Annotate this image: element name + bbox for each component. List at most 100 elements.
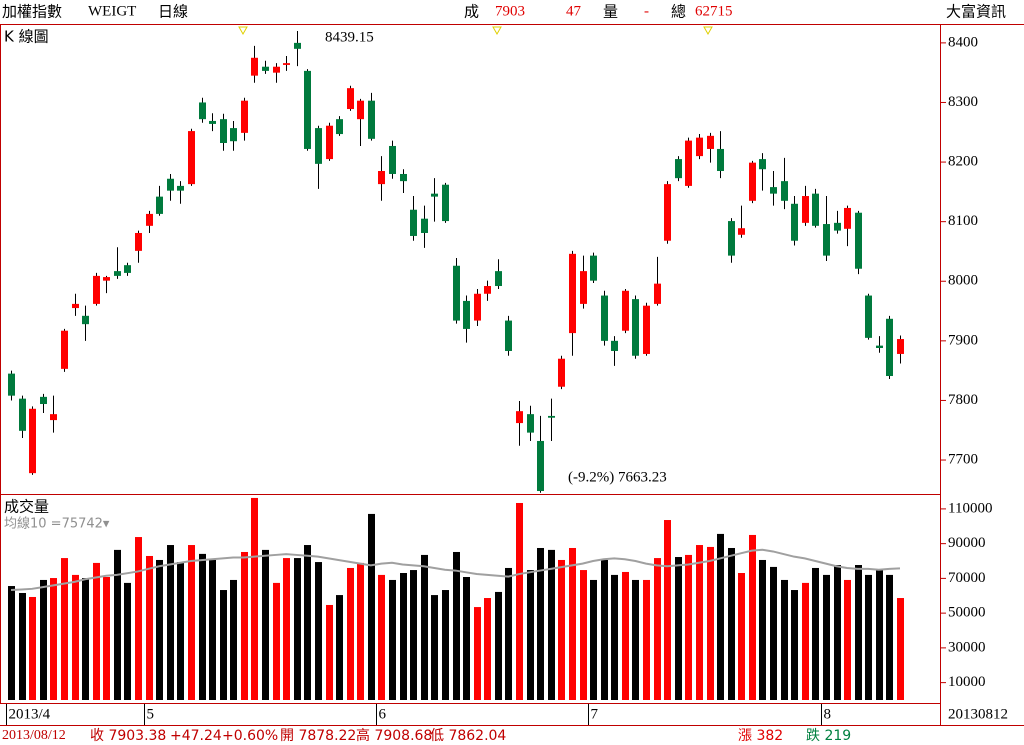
volume-title: 成交量 [4, 498, 49, 516]
candle-body [177, 185, 184, 191]
candle-body [400, 173, 407, 182]
footer-down: 跌 219 [806, 728, 851, 744]
volume-bar [654, 558, 661, 700]
volume-bar [685, 554, 692, 700]
volume-bar [527, 570, 534, 700]
volume-bar [601, 559, 608, 700]
y-tick-label: 50000 [948, 605, 986, 621]
volume-bar [262, 549, 269, 700]
candle-body [738, 228, 745, 235]
volume-bar [82, 578, 89, 700]
candle-body [326, 125, 333, 160]
volume-bar [114, 549, 121, 700]
candle-body [29, 408, 36, 474]
candle-body [262, 66, 269, 71]
candle-body [8, 373, 15, 396]
volume-bar [569, 547, 576, 700]
candle-body [124, 265, 131, 273]
volume-bar [241, 551, 248, 700]
x-tick-label: 8 [824, 706, 832, 722]
candle-body [368, 100, 375, 139]
y-tick-label: 8200 [948, 154, 978, 170]
candle-body [717, 148, 724, 172]
y-tick-label: 7900 [948, 332, 978, 348]
volume-bar [886, 574, 893, 700]
candle-body [61, 330, 68, 369]
y-tick-label: 8400 [948, 34, 978, 50]
volume-bar [93, 562, 100, 700]
volume-bar [495, 591, 502, 700]
volume-bar [389, 579, 396, 700]
volume-bar [463, 577, 470, 700]
total-label: 總 [671, 3, 686, 21]
y-tick-label: 110000 [948, 500, 992, 516]
volume-bar [50, 578, 57, 700]
volume-bar [717, 533, 724, 700]
candle-body [812, 193, 819, 226]
candle-body [590, 255, 597, 281]
volume-bar [876, 570, 883, 700]
candle-body [876, 345, 883, 348]
candle-body [823, 224, 830, 256]
candle-body [749, 162, 756, 201]
candle-body [611, 340, 618, 351]
candle-body [93, 275, 100, 304]
total: 62715 [695, 3, 733, 19]
candle-body [442, 184, 449, 222]
candle-body [886, 318, 893, 377]
volume-bar [72, 574, 79, 700]
candle-body [759, 159, 766, 170]
candle-body [664, 184, 671, 241]
candle-body [707, 135, 714, 149]
volume-bar [421, 554, 428, 700]
candle-body [632, 299, 639, 356]
volume-bar [812, 567, 819, 700]
x-tick-label: 5 [147, 706, 155, 722]
high-label: 8439.15 [325, 29, 374, 45]
volume-bar [29, 596, 36, 700]
volume-bar [664, 520, 671, 700]
candle-body [220, 119, 227, 143]
candle-body [654, 283, 661, 304]
candle-body [188, 131, 195, 185]
index-name: 加權指數 [2, 3, 62, 21]
candle-body [791, 203, 798, 241]
candle-body [82, 315, 89, 325]
volume-bar [728, 547, 735, 700]
candle-body [495, 271, 502, 287]
x-tick-label: 2013/4 [9, 706, 51, 722]
candle-body [19, 398, 26, 431]
candle-body [548, 415, 555, 418]
vol-label: 量 [603, 3, 618, 21]
footer-up: 漲 382 [738, 728, 783, 744]
candle-body [304, 70, 311, 149]
marker [492, 26, 502, 36]
candle-body [865, 295, 872, 338]
deal: 7903 [495, 3, 525, 19]
x-tick-label: 6 [379, 706, 387, 722]
volume-bar [304, 545, 311, 700]
volume-bar [368, 513, 375, 700]
candle-body [453, 265, 460, 321]
candle-body [897, 339, 904, 354]
price-title: K 線圖 [4, 28, 49, 46]
candle-body [855, 212, 862, 269]
candle-body [527, 414, 534, 433]
candle-body [463, 300, 470, 329]
candle-body [251, 57, 258, 76]
volume-bar [283, 558, 290, 700]
candle-body [50, 414, 57, 421]
volume-bar [347, 567, 354, 700]
candle-body [378, 171, 385, 185]
volume-bar [834, 565, 841, 700]
volume-bar [823, 574, 830, 700]
candle-body [569, 253, 576, 334]
candle-body [357, 100, 364, 120]
deal-label: 成 [464, 3, 479, 21]
candle-body [696, 137, 703, 157]
candle-body [72, 303, 79, 309]
candle-body [516, 411, 523, 424]
volume-bar [738, 573, 745, 700]
footer-close: 收 7903.38 [90, 728, 166, 744]
candle-body [315, 128, 322, 164]
